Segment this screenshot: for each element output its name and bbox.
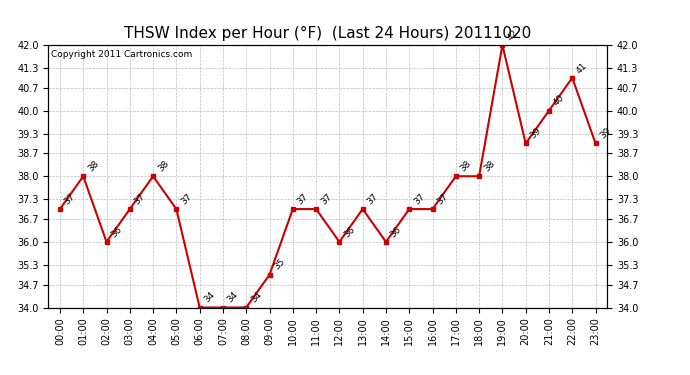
Text: 41: 41 xyxy=(575,61,589,75)
Text: 34: 34 xyxy=(249,290,264,305)
Title: THSW Index per Hour (°F)  (Last 24 Hours) 20111020: THSW Index per Hour (°F) (Last 24 Hours)… xyxy=(124,26,531,41)
Text: 37: 37 xyxy=(295,192,310,206)
Text: 39: 39 xyxy=(598,126,613,141)
Text: 38: 38 xyxy=(86,159,101,174)
Text: 39: 39 xyxy=(529,126,543,141)
Text: 37: 37 xyxy=(366,192,380,206)
Text: 42: 42 xyxy=(505,28,520,42)
Text: 37: 37 xyxy=(319,192,333,206)
Text: Copyright 2011 Cartronics.com: Copyright 2011 Cartronics.com xyxy=(51,50,193,59)
Text: 37: 37 xyxy=(63,192,77,206)
Text: 34: 34 xyxy=(202,290,217,305)
Text: 36: 36 xyxy=(388,225,403,239)
Text: 38: 38 xyxy=(459,159,473,174)
Text: 35: 35 xyxy=(273,257,287,272)
Text: 36: 36 xyxy=(109,225,124,239)
Text: 37: 37 xyxy=(132,192,147,206)
Text: 37: 37 xyxy=(179,192,194,206)
Text: 40: 40 xyxy=(552,93,566,108)
Text: 37: 37 xyxy=(435,192,450,206)
Text: 38: 38 xyxy=(156,159,170,174)
Text: 37: 37 xyxy=(412,192,426,206)
Text: 36: 36 xyxy=(342,225,357,239)
Text: 34: 34 xyxy=(226,290,240,305)
Text: 38: 38 xyxy=(482,159,496,174)
